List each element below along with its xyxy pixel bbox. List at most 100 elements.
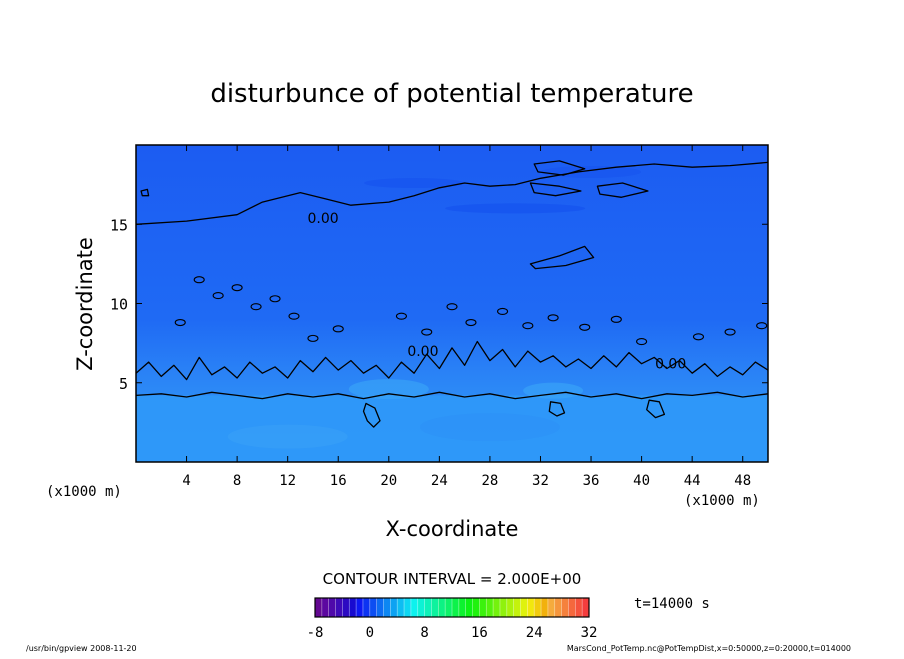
- contour-fragment: [395, 312, 407, 320]
- contour-fragment: [446, 303, 458, 311]
- contour-fragment: [250, 303, 262, 311]
- colorbar-cell: [465, 598, 474, 617]
- colorbar-cell: [424, 598, 432, 617]
- x-unit-right: (x1000 m): [684, 493, 760, 509]
- footer-left: /usr/bin/gpview 2008-11-20: [26, 644, 137, 653]
- colorbar-cell: [376, 598, 384, 617]
- contour-fragment: [547, 314, 559, 322]
- y-tick-label: 5: [119, 375, 128, 393]
- colorbar-cell: [479, 598, 487, 617]
- contour-fragment: [269, 295, 281, 303]
- contour-fragment: [522, 322, 534, 330]
- warm-patch: [419, 413, 560, 442]
- x-axis-label: X-coordinate: [386, 517, 519, 541]
- contour-closed: [646, 399, 666, 419]
- colorbar-tick-label: 8: [420, 625, 428, 641]
- contour-fragment: [193, 276, 205, 284]
- colorbar-cell: [452, 598, 460, 617]
- colorbar-cell: [547, 598, 556, 617]
- colorbar-cell: [575, 598, 583, 617]
- colorbar-cell: [335, 598, 343, 617]
- colorbar-cell: [506, 598, 515, 617]
- contour-interval: CONTOUR INTERVAL = 2.000E+00: [323, 570, 582, 588]
- y-axis-ticks: 5 10 15: [110, 216, 768, 393]
- contour-fragment: [610, 315, 622, 323]
- contour-label: 0.00: [407, 344, 438, 360]
- colorbar-cell: [315, 598, 323, 617]
- colorbar-cell: [582, 598, 590, 617]
- colorbar-cell: [438, 598, 446, 617]
- x-tick-label: 20: [380, 473, 397, 489]
- cool-streak: [445, 203, 586, 214]
- contour-fragment: [174, 318, 186, 327]
- contour-fragment: [307, 334, 319, 342]
- colorbar-cell: [493, 598, 501, 617]
- contour-fragment: [692, 333, 705, 341]
- colorbar-cell: [417, 598, 426, 617]
- warm-patch: [348, 379, 429, 400]
- colorbar-cell: [321, 598, 330, 617]
- colorbar-tick-label: 32: [581, 625, 598, 641]
- x-tick-label: 24: [431, 473, 448, 489]
- x-tick-label: 40: [633, 473, 650, 489]
- colorbar-ticks: -8 0 8 16 24 32: [307, 625, 598, 641]
- contour-closed: [140, 188, 150, 197]
- contour-zero-upper: [136, 161, 768, 225]
- contour-fragment: [465, 318, 477, 327]
- warm-patch: [227, 424, 348, 449]
- colorbar-cell: [527, 598, 535, 617]
- contour-fragment: [332, 325, 344, 333]
- colorbar-cell: [561, 598, 569, 617]
- colorbar-cell: [568, 598, 576, 617]
- contour-fragment: [579, 323, 591, 331]
- colorbar-cell: [486, 598, 494, 617]
- colorbar-tick-label: 0: [366, 625, 374, 641]
- colorbar-tick-label: 16: [471, 625, 488, 641]
- colorbar-cell: [520, 598, 528, 617]
- contour-labels: 0.00 0.00 0.00: [307, 211, 686, 373]
- colorbar-cell: [513, 598, 521, 617]
- colorbar-cell: [383, 598, 391, 617]
- colorbar-cell: [397, 598, 405, 617]
- time-label: t=14000 s: [634, 596, 710, 612]
- x-tick-label: 48: [734, 473, 751, 489]
- colorbar-cell: [445, 598, 453, 617]
- x-tick-label: 32: [532, 473, 549, 489]
- contour-fragment: [421, 328, 433, 336]
- colorbar-cell: [410, 598, 419, 617]
- x-tick-label: 28: [481, 473, 498, 489]
- x-tick-label: 36: [583, 473, 600, 489]
- colorbar-cell: [472, 598, 480, 617]
- contour-fragment: [212, 292, 224, 300]
- contour-lines: [136, 160, 768, 428]
- colorbar-tick-label: -8: [307, 625, 324, 641]
- colorbar-cell: [541, 598, 549, 617]
- y-axis-label: Z-coordinate: [73, 237, 97, 371]
- y-tick-label: 10: [110, 296, 128, 314]
- x-tick-label: 12: [279, 473, 296, 489]
- contour-closed: [548, 401, 566, 417]
- colorbar-cell: [554, 598, 563, 617]
- x-tick-label: 8: [233, 473, 241, 489]
- x-tick-label: 44: [684, 473, 701, 489]
- colorbar-frame: [314, 597, 590, 618]
- colorbar-cell: [349, 598, 357, 617]
- colorbar-cell: [356, 598, 364, 617]
- contour-closed: [529, 245, 595, 270]
- contour-fragment: [636, 337, 648, 346]
- colorbar-cell: [342, 598, 350, 617]
- x-axis-ticks: 4 8 12 16 20 24 28 32 36 40 44 48: [182, 145, 751, 489]
- colorbar-cell: [431, 598, 439, 617]
- contour-label: 0.00: [655, 357, 686, 373]
- plot-field: [136, 145, 768, 462]
- field-blobs: [136, 165, 768, 462]
- contour-closed: [362, 402, 381, 428]
- x-tick-label: 4: [182, 473, 190, 489]
- chart-title: disturbunce of potential temperature: [210, 79, 693, 109]
- colorbar-cell: [328, 598, 337, 617]
- contour-fragment: [724, 328, 736, 336]
- contour-zero-surface: [136, 391, 768, 400]
- colorbar-cell: [362, 598, 371, 617]
